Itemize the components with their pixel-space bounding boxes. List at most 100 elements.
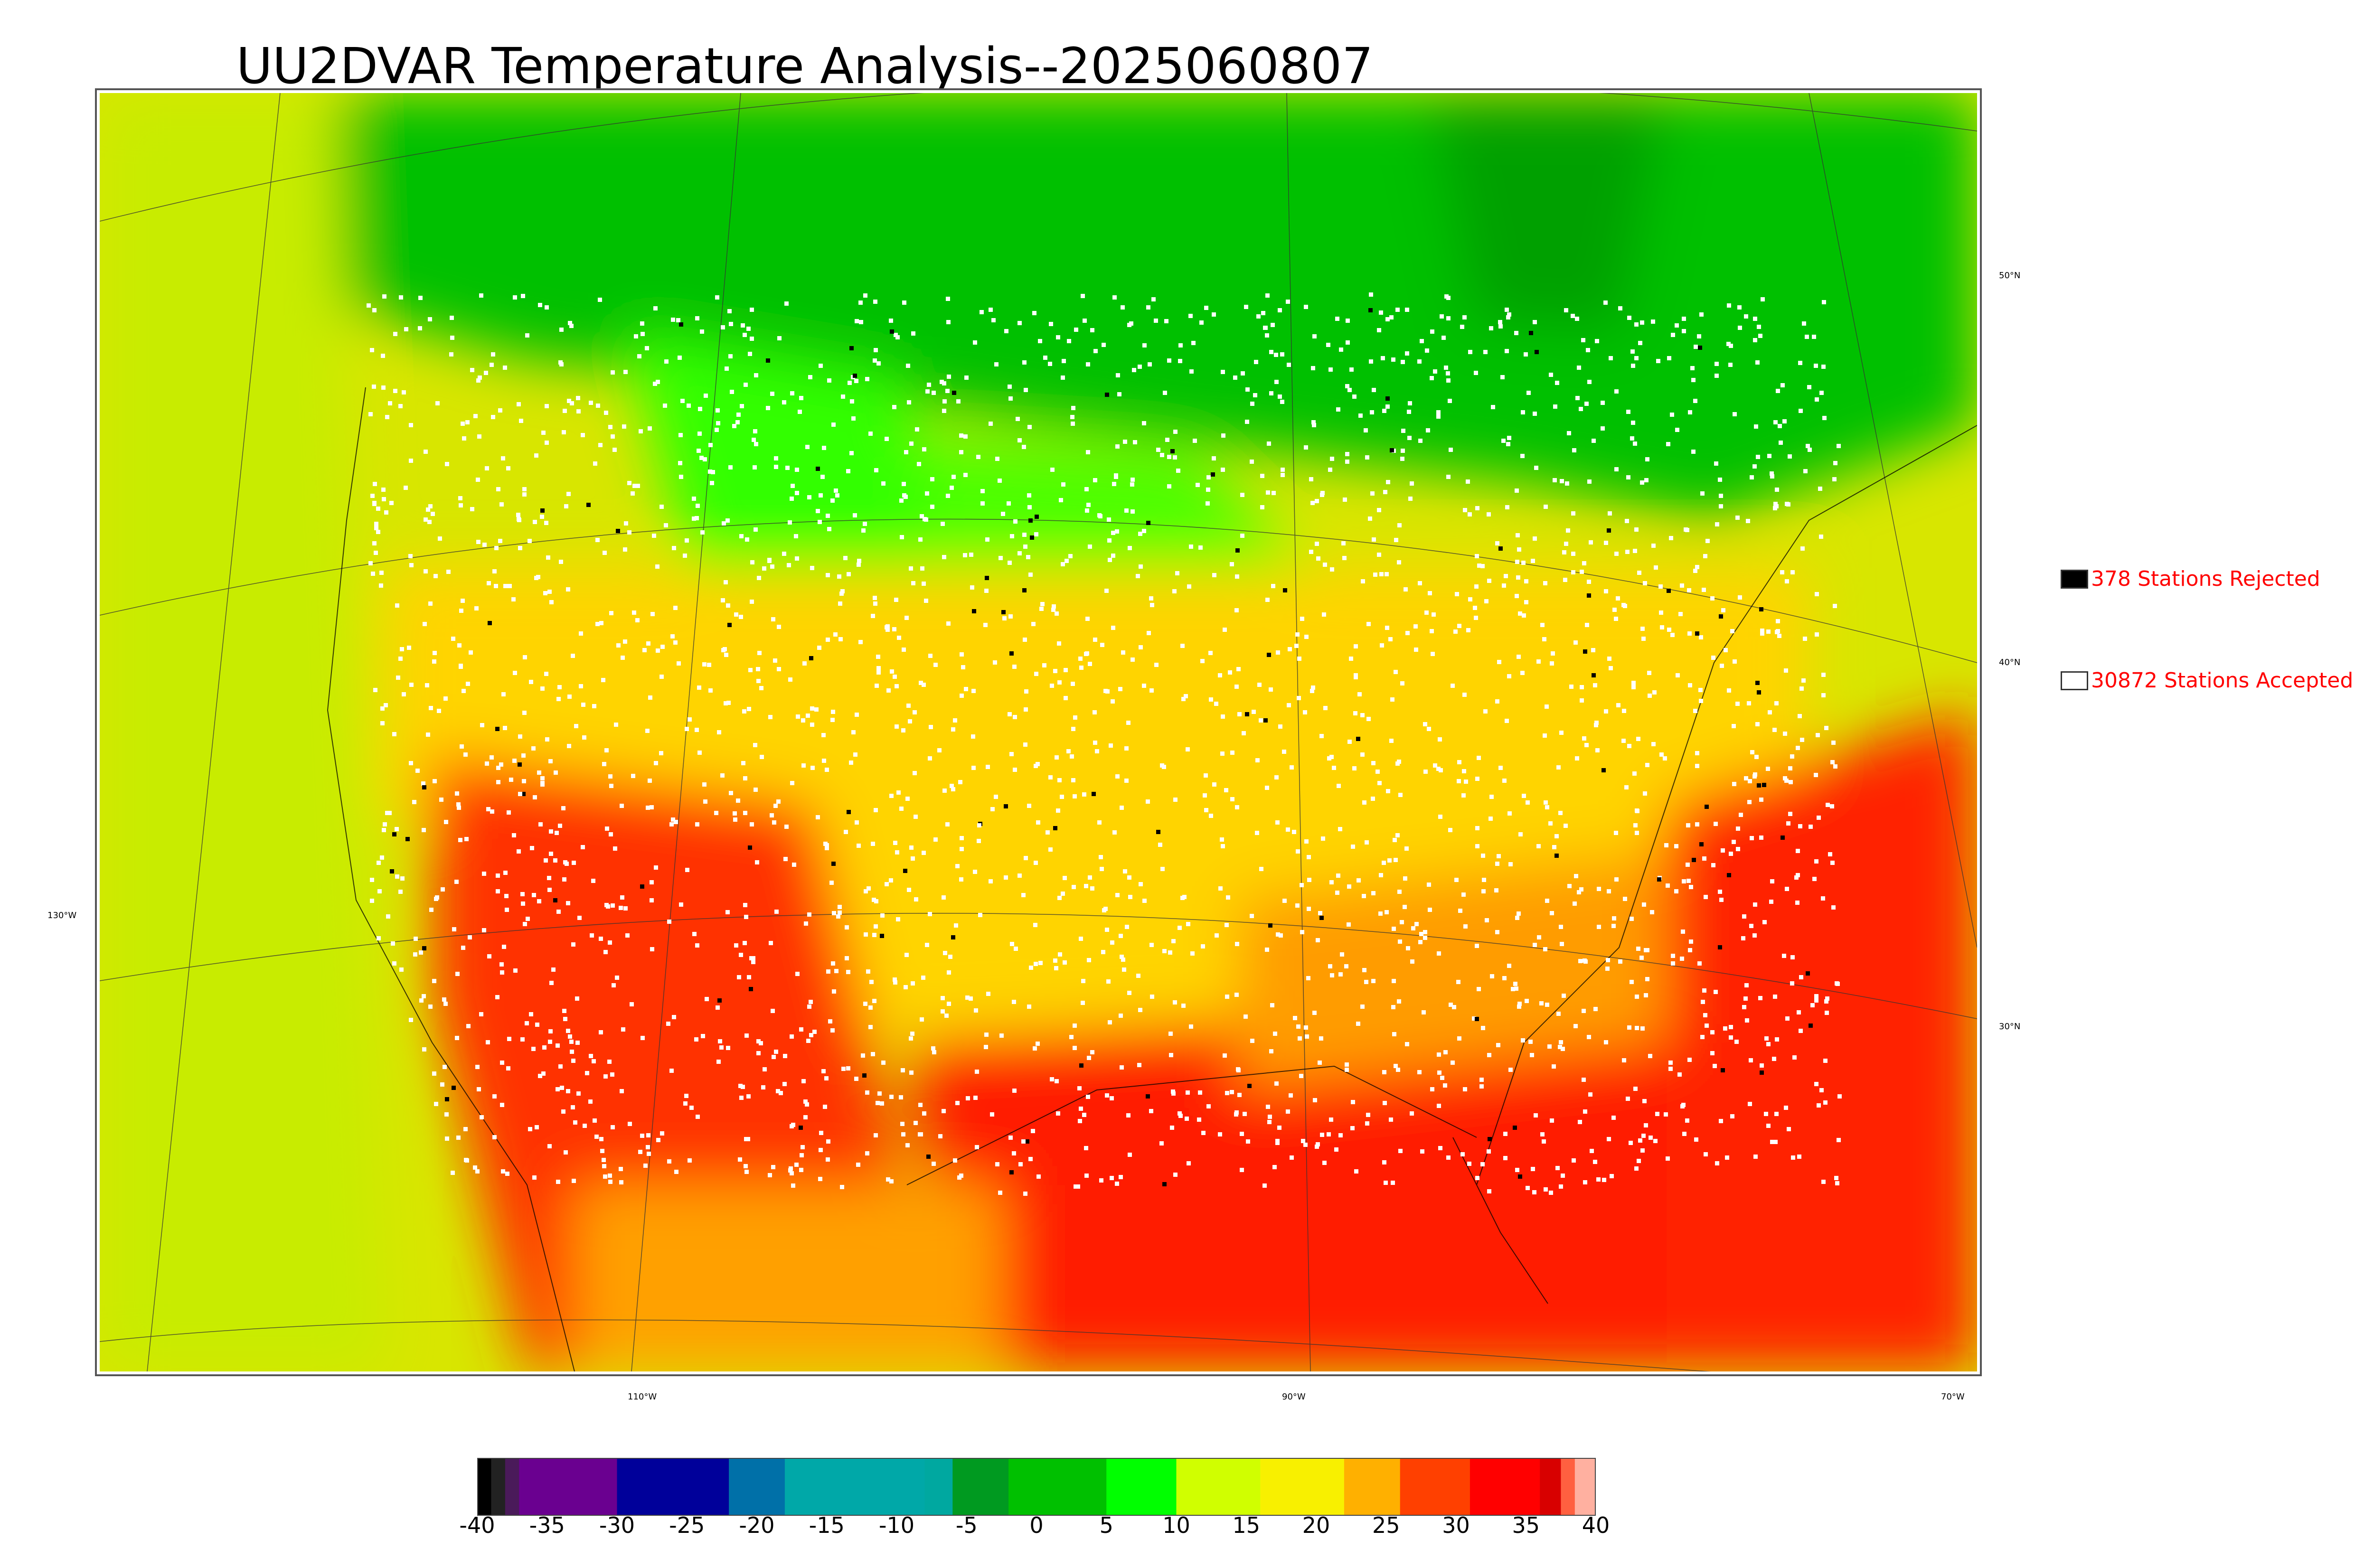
accepted-station-dot [1165, 438, 1169, 442]
accepted-station-dot [1614, 831, 1618, 835]
accepted-station-dot [383, 822, 387, 826]
accepted-station-dot [444, 1112, 449, 1117]
accepted-station-dot [533, 520, 537, 524]
accepted-station-dot [476, 378, 480, 383]
accepted-station-dot [1703, 1013, 1707, 1017]
accepted-station-dot [770, 564, 774, 569]
accepted-station-dot [1578, 959, 1583, 963]
accepted-station-dot [1099, 1178, 1103, 1183]
accepted-station-dot [1345, 1068, 1349, 1072]
accepted-station-dot [1407, 410, 1411, 414]
accepted-station-dot [1517, 1002, 1522, 1006]
accepted-station-dot [531, 746, 536, 751]
accepted-station-dot [1064, 668, 1068, 672]
accepted-station-dot [1088, 545, 1092, 549]
accepted-station-dot [905, 1143, 910, 1147]
accepted-station-dot [795, 491, 799, 495]
accepted-station-dot [473, 414, 478, 418]
accepted-station-dot [1534, 466, 1538, 470]
accepted-station-dot [1009, 752, 1014, 756]
accepted-station-dot [562, 877, 566, 882]
accepted-station-dot [1427, 883, 1431, 887]
accepted-station-dot [1457, 624, 1461, 628]
accepted-station-dot [1487, 1053, 1491, 1057]
rejected-station-dot [1757, 690, 1761, 695]
accepted-station-dot [1625, 550, 1630, 554]
accepted-station-dot [1774, 1112, 1779, 1116]
accepted-station-dot [1803, 469, 1808, 473]
accepted-station-dot [1405, 351, 1409, 356]
accepted-station-dot [901, 728, 905, 732]
accepted-station-dot [611, 903, 615, 908]
accepted-station-dot [932, 391, 936, 395]
accepted-station-dot [1171, 1091, 1176, 1096]
accepted-station-dot [1451, 1061, 1455, 1065]
colorbar-tick-label: -30 [599, 1512, 635, 1538]
accepted-station-dot [1221, 468, 1225, 472]
accepted-station-dot [1292, 830, 1296, 834]
accepted-station-dot [1503, 1156, 1507, 1160]
accepted-station-dot [937, 748, 942, 752]
accepted-station-dot [1770, 471, 1774, 476]
accepted-station-dot [1658, 584, 1663, 589]
accepted-station-dot [1401, 360, 1405, 364]
accepted-station-dot [372, 541, 377, 545]
accepted-station-dot [1556, 1012, 1561, 1016]
accepted-station-dot [396, 676, 400, 680]
accepted-station-dot [428, 504, 433, 508]
accepted-station-dot [859, 320, 863, 324]
accepted-station-dot [639, 429, 643, 433]
accepted-station-dot [1167, 455, 1171, 459]
accepted-station-dot [1587, 1035, 1591, 1039]
accepted-station-dot [1349, 367, 1354, 372]
accepted-station-dot [1105, 928, 1109, 932]
accepted-station-dot [1637, 1159, 1641, 1163]
colorbar-tick-label: -15 [809, 1512, 845, 1538]
accepted-station-dot [1489, 795, 1494, 799]
accepted-station-dot [783, 857, 788, 861]
accepted-station-dot [1821, 896, 1825, 901]
accepted-station-dot [1721, 848, 1725, 853]
accepted-station-dot [1097, 820, 1102, 825]
accepted-station-dot [1643, 791, 1647, 796]
accepted-station-dot [462, 436, 466, 441]
accepted-station-dot [611, 1125, 615, 1129]
accepted-station-dot [1580, 570, 1584, 574]
accepted-station-dot [604, 411, 608, 415]
accepted-station-dot [466, 1024, 471, 1028]
accepted-station-dot [911, 981, 915, 986]
accepted-station-dot [641, 1036, 645, 1040]
accepted-station-dot [499, 762, 503, 767]
accepted-station-dot [372, 385, 376, 389]
accepted-station-dot [1776, 389, 1780, 393]
accepted-station-dot [895, 724, 899, 729]
accepted-station-dot [960, 652, 964, 657]
accepted-station-dot [776, 799, 781, 804]
accepted-station-dot [1281, 468, 1285, 472]
accepted-station-dot [520, 1037, 525, 1042]
accepted-station-dot [1515, 1168, 1519, 1172]
rejected-station-dot [1718, 945, 1722, 949]
accepted-station-dot [1514, 331, 1518, 335]
accepted-station-dot [1111, 699, 1115, 704]
rejected-station-dot [422, 946, 426, 950]
accepted-station-dot [479, 1012, 483, 1016]
accepted-station-dot [1318, 911, 1322, 915]
accepted-station-dot [794, 1163, 799, 1167]
accepted-station-dot [395, 874, 399, 879]
rejected-label: 378 Stations Rejected [2091, 567, 2320, 591]
accepted-station-dot [1138, 1008, 1142, 1012]
accepted-station-dot [1650, 910, 1654, 914]
accepted-station-dot [385, 811, 389, 815]
accepted-station-dot [821, 733, 826, 737]
accepted-station-dot [928, 912, 932, 916]
lon-label-90w: 90°W [1282, 1392, 1306, 1402]
accepted-station-dot [971, 734, 975, 739]
accepted-station-dot [1050, 468, 1055, 472]
accepted-station-dot [547, 590, 552, 594]
accepted-station-dot [1651, 742, 1656, 746]
accepted-station-dot [1633, 441, 1637, 446]
accepted-station-dot [579, 631, 583, 636]
accepted-station-dot [688, 1158, 692, 1163]
rejected-station-dot [1705, 805, 1709, 809]
